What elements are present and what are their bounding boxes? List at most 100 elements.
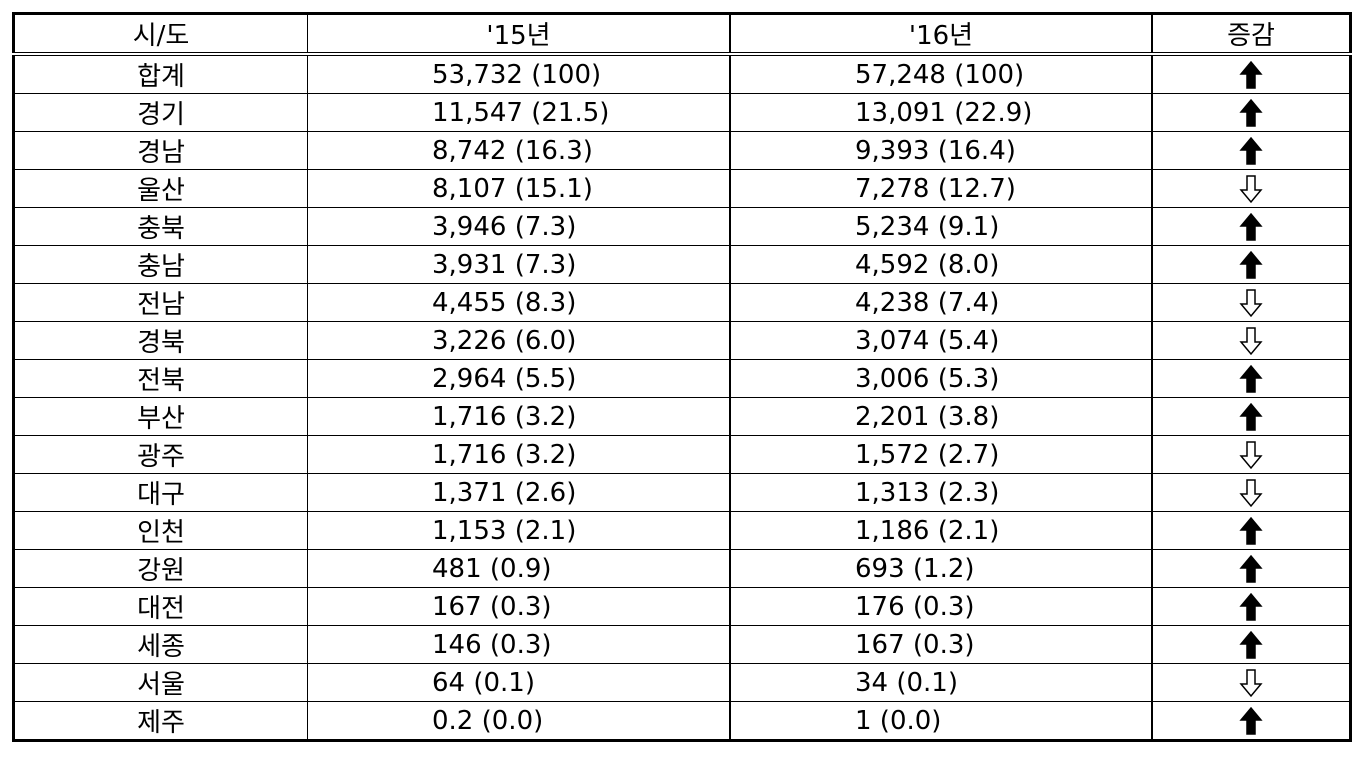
change-cell: [1151, 663, 1351, 702]
up-arrow: [1239, 554, 1263, 583]
change-cell: [1151, 53, 1351, 94]
change-cell: [1151, 359, 1351, 398]
change-icon: [1239, 60, 1263, 89]
value-cell: 4,238 (7.4): [729, 283, 1153, 322]
value-cell: 1,153 (2.1): [307, 511, 731, 550]
change-icon: [1239, 327, 1263, 355]
region-cell: 합계: [13, 53, 308, 94]
header-cell: 시/도: [13, 13, 308, 56]
value-cell: 0.2 (0.0): [307, 701, 731, 741]
table-row: 충남 3,931 (7.3) 4,592 (8.0): [13, 245, 1351, 284]
value-cell: 5,234 (9.1): [729, 207, 1153, 246]
region-cell: 대전: [13, 587, 308, 626]
region-cell: 광주: [13, 435, 308, 474]
up-arrow: [1239, 60, 1263, 89]
value-cell: 1,572 (2.7): [729, 435, 1153, 474]
change-icon: [1239, 479, 1263, 507]
region-cell: 경북: [13, 321, 308, 360]
region-cell: 세종: [13, 625, 308, 664]
value-cell: 7,278 (12.7): [729, 169, 1153, 208]
change-icon: [1239, 402, 1263, 431]
value-cell: 3,074 (5.4): [729, 321, 1153, 360]
region-cell: 대구: [13, 473, 308, 512]
table-header: 시/도 '15년 '16년 증감: [13, 13, 1351, 56]
up-arrow: [1239, 592, 1263, 621]
region-cell: 강원: [13, 549, 308, 588]
change-cell: [1151, 93, 1351, 132]
change-cell: [1151, 397, 1351, 436]
value-cell: 2,964 (5.5): [307, 359, 731, 398]
region-cell: 울산: [13, 169, 308, 208]
up-arrow: [1239, 212, 1263, 241]
value-cell: 13,091 (22.9): [729, 93, 1153, 132]
change-icon: [1239, 364, 1263, 393]
up-arrow: [1239, 250, 1263, 279]
value-cell: 1 (0.0): [729, 701, 1153, 741]
table-row: 전북 2,964 (5.5) 3,006 (5.3): [13, 359, 1351, 398]
change-icon: [1239, 630, 1263, 659]
down-arrow: [1239, 479, 1263, 507]
change-icon: [1239, 706, 1263, 735]
value-cell: 1,186 (2.1): [729, 511, 1153, 550]
value-cell: 1,716 (3.2): [307, 435, 731, 474]
value-cell: 176 (0.3): [729, 587, 1153, 626]
value-cell: 1,313 (2.3): [729, 473, 1153, 512]
value-cell: 167 (0.3): [307, 587, 731, 626]
table-body: 합계 53,732 (100) 57,248 (100) 경기 11,547 (21.5…: [13, 53, 1351, 741]
change-icon: [1239, 136, 1263, 165]
value-cell: 3,006 (5.3): [729, 359, 1153, 398]
change-icon: [1239, 441, 1263, 469]
table-row: 부산 1,716 (3.2) 2,201 (3.8): [13, 397, 1351, 436]
value-cell: 9,393 (16.4): [729, 131, 1153, 170]
header-cell: '15년: [307, 13, 731, 56]
value-cell: 167 (0.3): [729, 625, 1153, 664]
change-cell: [1151, 549, 1351, 588]
table-row: 합계 53,732 (100) 57,248 (100): [13, 53, 1351, 94]
change-cell: [1151, 701, 1351, 741]
region-cell: 충남: [13, 245, 308, 284]
region-cell: 서울: [13, 663, 308, 702]
change-cell: [1151, 625, 1351, 664]
table-row: 대전 167 (0.3) 176 (0.3): [13, 587, 1351, 626]
value-cell: 2,201 (3.8): [729, 397, 1153, 436]
up-arrow: [1239, 706, 1263, 735]
table-row: 대구 1,371 (2.6) 1,313 (2.3): [13, 473, 1351, 512]
region-cell: 전북: [13, 359, 308, 398]
down-arrow: [1239, 441, 1263, 469]
value-cell: 1,371 (2.6): [307, 473, 731, 512]
value-cell: 3,931 (7.3): [307, 245, 731, 284]
value-cell: 34 (0.1): [729, 663, 1153, 702]
value-cell: 57,248 (100): [729, 53, 1153, 94]
up-arrow: [1239, 136, 1263, 165]
data-table: 시/도 '15년 '16년 증감 합계 53,732 (100) 57,248 (1…: [12, 12, 1352, 742]
region-cell: 충북: [13, 207, 308, 246]
change-cell: [1151, 321, 1351, 360]
table-row: 전남 4,455 (8.3) 4,238 (7.4): [13, 283, 1351, 322]
table-row: 광주 1,716 (3.2) 1,572 (2.7): [13, 435, 1351, 474]
value-cell: 481 (0.9): [307, 549, 731, 588]
up-arrow: [1239, 98, 1263, 127]
value-cell: 3,226 (6.0): [307, 321, 731, 360]
region-cell: 부산: [13, 397, 308, 436]
change-cell: [1151, 245, 1351, 284]
down-arrow: [1239, 289, 1263, 317]
value-cell: 8,107 (15.1): [307, 169, 731, 208]
change-icon: [1239, 175, 1263, 203]
table-row: 울산 8,107 (15.1) 7,278 (12.7): [13, 169, 1351, 208]
change-cell: [1151, 131, 1351, 170]
value-cell: 53,732 (100): [307, 53, 731, 94]
down-arrow: [1239, 327, 1263, 355]
table-row: 제주 0.2 (0.0) 1 (0.0): [13, 701, 1351, 741]
down-arrow: [1239, 669, 1263, 697]
table-row: 경북 3,226 (6.0) 3,074 (5.4): [13, 321, 1351, 360]
value-cell: 4,592 (8.0): [729, 245, 1153, 284]
region-cell: 전남: [13, 283, 308, 322]
change-cell: [1151, 435, 1351, 474]
region-cell: 제주: [13, 701, 308, 741]
change-cell: [1151, 207, 1351, 246]
change-icon: [1239, 212, 1263, 241]
header-cell: '16년: [729, 13, 1153, 56]
value-cell: 64 (0.1): [307, 663, 731, 702]
down-arrow: [1239, 175, 1263, 203]
